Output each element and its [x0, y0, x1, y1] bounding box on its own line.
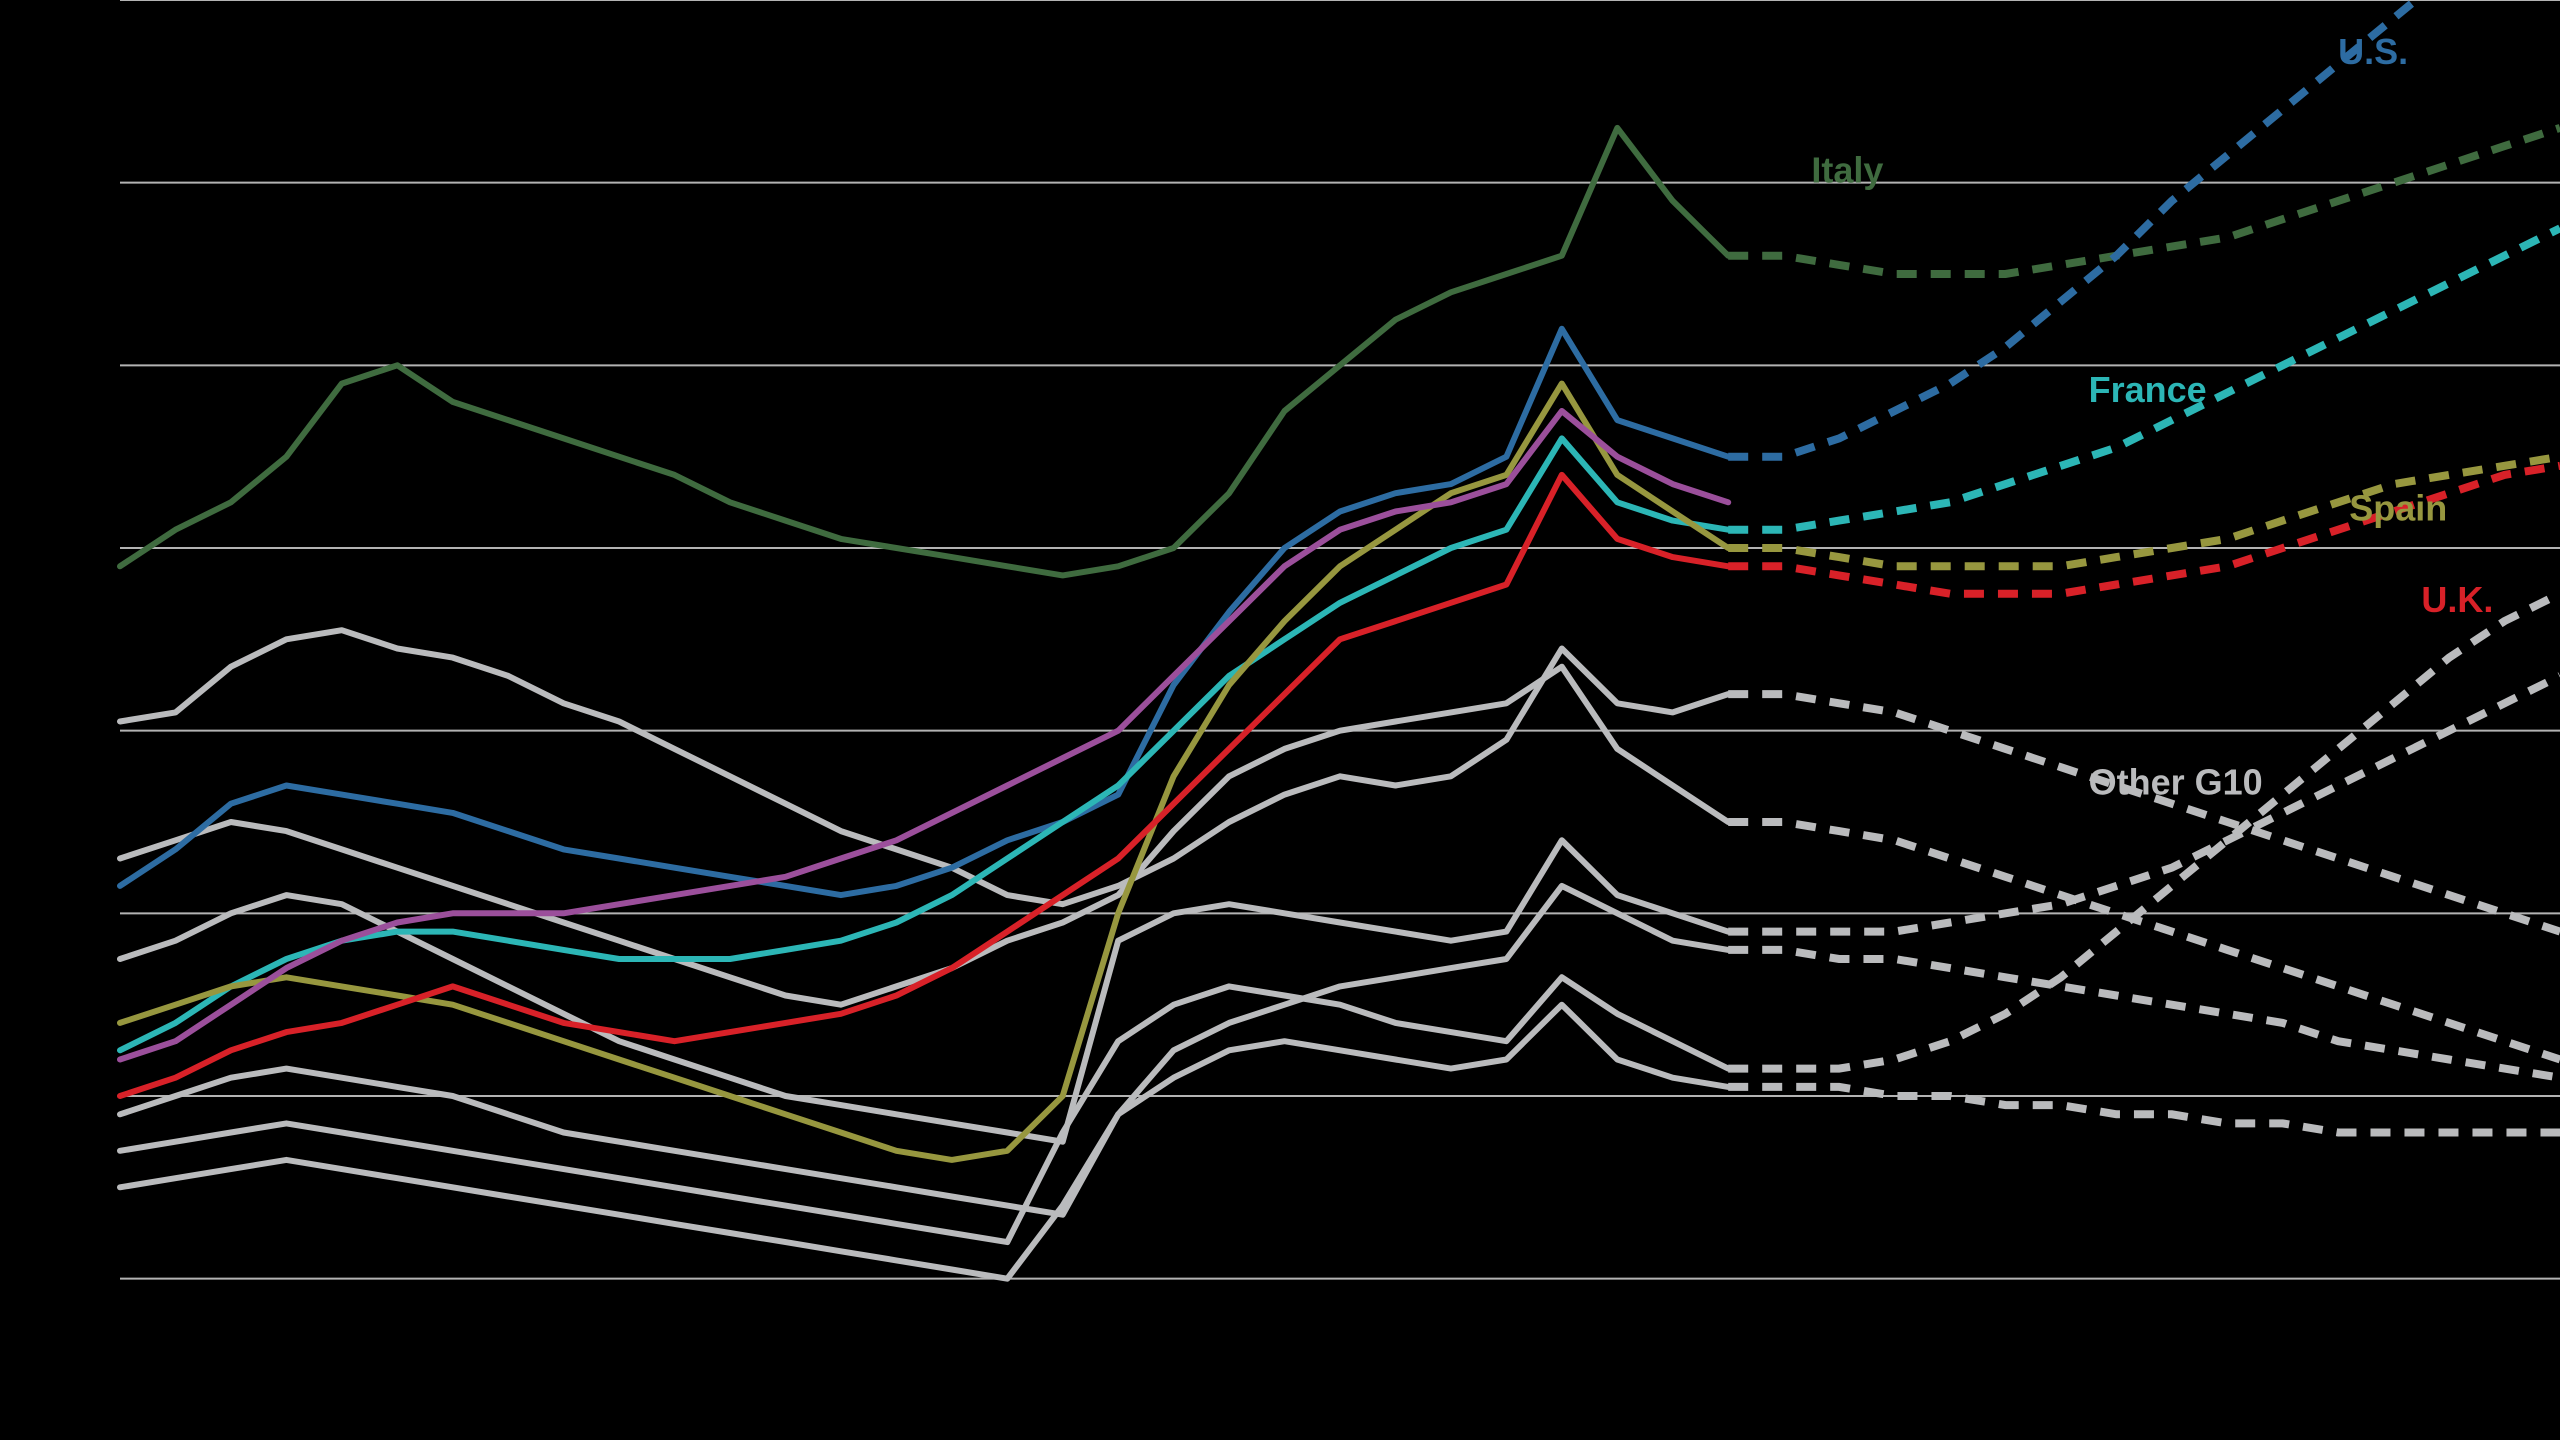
debt-chart: Italy U.S. France Spain U.K. Other G10	[0, 0, 2560, 1440]
label-italy: Italy	[1811, 150, 1883, 191]
label-uk: U.K.	[2421, 579, 2493, 620]
chart-background	[0, 0, 2560, 1440]
label-france: France	[2089, 369, 2207, 410]
label-other-g10: Other G10	[2089, 762, 2263, 803]
label-us: U.S.	[2338, 31, 2408, 72]
label-spain: Spain	[2349, 488, 2447, 529]
